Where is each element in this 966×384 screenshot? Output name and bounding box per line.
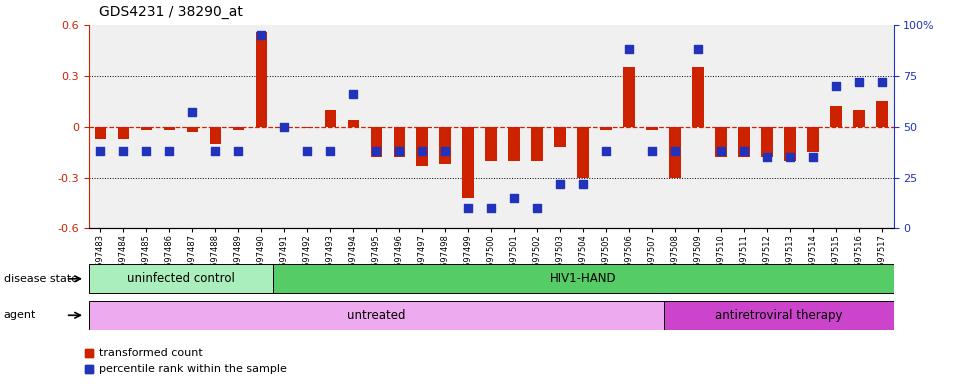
Point xyxy=(391,148,407,154)
Bar xyxy=(831,106,841,127)
Bar xyxy=(664,301,894,329)
Point xyxy=(93,148,108,154)
Point xyxy=(438,148,453,154)
Point xyxy=(829,83,844,89)
Bar xyxy=(486,127,497,161)
Point xyxy=(276,124,292,130)
Text: GDS4231 / 38290_at: GDS4231 / 38290_at xyxy=(99,5,242,19)
Text: untreated: untreated xyxy=(347,309,406,322)
Point xyxy=(599,148,614,154)
Text: percentile rank within the sample: percentile rank within the sample xyxy=(99,364,287,374)
Bar xyxy=(118,127,129,139)
Bar xyxy=(416,127,428,166)
Bar xyxy=(89,265,272,293)
Bar xyxy=(876,101,888,127)
Bar xyxy=(601,127,611,130)
Bar xyxy=(693,67,704,127)
Text: HIV1-HAND: HIV1-HAND xyxy=(550,272,616,285)
Text: disease state: disease state xyxy=(4,274,78,284)
Text: transformed count: transformed count xyxy=(99,348,203,358)
Point xyxy=(484,205,499,211)
Bar xyxy=(89,301,664,329)
Point xyxy=(553,180,568,187)
Bar xyxy=(853,110,865,127)
Text: uninfected control: uninfected control xyxy=(127,272,235,285)
Bar xyxy=(256,32,267,127)
Bar xyxy=(272,265,894,293)
Point xyxy=(874,79,890,85)
Bar xyxy=(646,127,658,130)
Bar xyxy=(623,67,635,127)
Point xyxy=(529,205,545,211)
Bar xyxy=(393,127,405,157)
Bar xyxy=(278,127,290,128)
Point xyxy=(208,148,223,154)
Point xyxy=(139,148,155,154)
Point xyxy=(621,46,637,53)
Text: antiretroviral therapy: antiretroviral therapy xyxy=(715,309,842,322)
Point xyxy=(161,148,177,154)
Bar xyxy=(784,127,796,161)
Bar xyxy=(508,127,520,161)
Point xyxy=(668,148,683,154)
Point xyxy=(806,154,821,161)
Bar xyxy=(554,127,566,147)
Text: agent: agent xyxy=(4,310,37,320)
Bar xyxy=(669,127,681,177)
Point xyxy=(759,154,775,161)
Bar xyxy=(371,127,382,157)
Point xyxy=(323,148,338,154)
Point xyxy=(414,148,430,154)
Point xyxy=(116,148,131,154)
Bar xyxy=(95,127,106,139)
Bar xyxy=(716,127,726,157)
Point xyxy=(369,148,384,154)
Bar xyxy=(348,120,359,127)
Bar xyxy=(210,127,221,144)
Bar xyxy=(186,127,198,132)
Bar xyxy=(163,127,175,130)
Point xyxy=(346,91,361,97)
Bar xyxy=(808,127,819,152)
Point xyxy=(644,148,660,154)
Point xyxy=(736,148,752,154)
Point xyxy=(461,205,476,211)
Point xyxy=(691,46,706,53)
Bar xyxy=(463,127,474,198)
Bar xyxy=(761,127,773,157)
Bar xyxy=(301,127,313,128)
Point xyxy=(299,148,315,154)
Bar xyxy=(325,110,336,127)
Point xyxy=(576,180,591,187)
Point xyxy=(714,148,729,154)
Point xyxy=(506,195,522,201)
Point xyxy=(782,154,798,161)
Bar xyxy=(738,127,750,157)
Bar xyxy=(440,127,451,164)
Bar xyxy=(141,127,152,130)
Point xyxy=(254,32,270,38)
Bar xyxy=(233,127,244,130)
Point xyxy=(851,79,867,85)
Point xyxy=(185,109,200,116)
Bar xyxy=(578,127,589,177)
Bar xyxy=(531,127,543,161)
Point xyxy=(231,148,246,154)
